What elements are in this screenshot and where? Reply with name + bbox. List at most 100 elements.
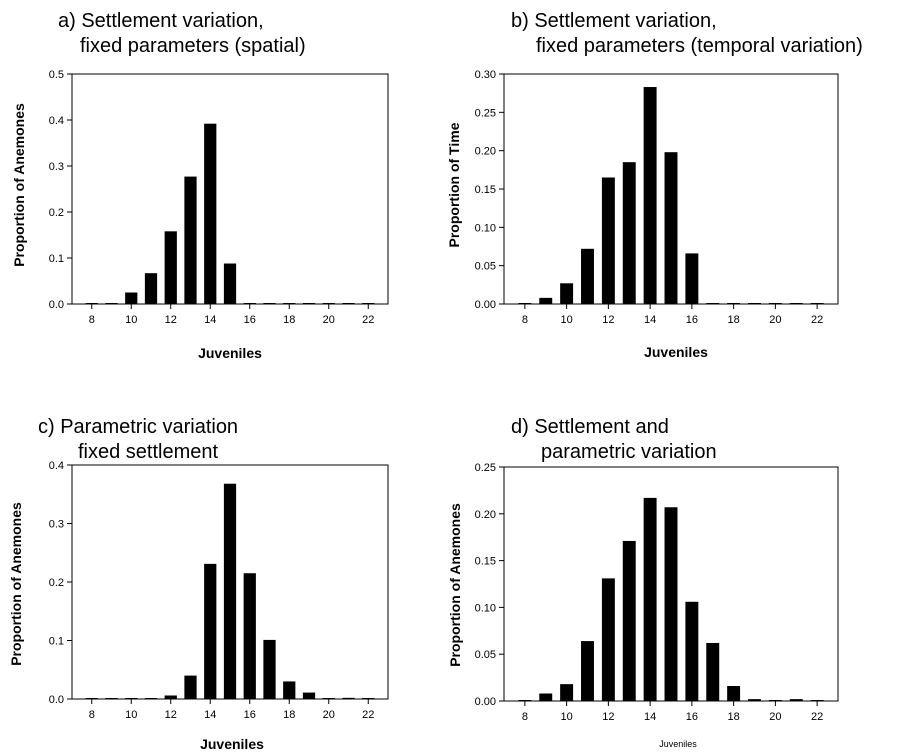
panel-d-x-tick-label: 10 xyxy=(561,711,573,723)
panel-d-bar xyxy=(706,643,719,701)
panel-a-y-axis-label: Proportion of Anemones xyxy=(11,103,27,267)
panel-b-bar xyxy=(665,152,678,304)
panel-c-title-line2: fixed settlement xyxy=(78,441,219,463)
panel-b-y-axis-label: Proportion of Time xyxy=(446,122,462,247)
panel-b-bar xyxy=(623,162,636,304)
panel-b-bar xyxy=(602,178,615,305)
panel-c-bar xyxy=(165,695,177,699)
panel-a-y-tick-label: 0.0 xyxy=(49,299,64,311)
panel-b-bar xyxy=(769,303,782,304)
panel-a-bar xyxy=(263,303,275,304)
panel-d-x-tick-label: 22 xyxy=(811,711,823,723)
panel-c-bar xyxy=(105,698,117,699)
panel-b-title-line1: b) Settlement variation, xyxy=(511,10,717,32)
panel-d-bar xyxy=(665,507,678,701)
panel-b-bar xyxy=(539,298,552,304)
panel-c-y-tick-label: 0.3 xyxy=(49,519,64,531)
panel-a-y-tick-label: 0.2 xyxy=(49,207,64,219)
panel-d-x-tick-label: 12 xyxy=(602,711,614,723)
panel-a-bar xyxy=(244,303,256,304)
panel-b-x-tick-label: 20 xyxy=(769,314,781,326)
panel-a-x-tick-label: 12 xyxy=(165,314,177,326)
panel-d-y-axis-label: Proportion of Anemones xyxy=(447,503,463,667)
panel-b-x-tick-label: 16 xyxy=(686,314,698,326)
panel-a-x-tick-label: 16 xyxy=(244,314,256,326)
panel-a-bar xyxy=(342,303,354,304)
panel-a-bar xyxy=(165,231,177,304)
panel-d-title-line2: parametric variation xyxy=(541,441,717,463)
panel-b-title-line2: fixed parameters (temporal variation) xyxy=(536,35,863,57)
panel-b-plot: 0.00 0.05 0.10 0.15 0.20 0.25 0.30 8 10 12 14 16 18 2… xyxy=(475,69,838,326)
panel-d: d) Settlement and parametric variation P… xyxy=(447,416,838,749)
panel-d-x-tick-label: 14 xyxy=(644,711,656,723)
panel-c-bar xyxy=(323,698,335,699)
panel-c-plot: 0.0 0.1 0.2 0.3 0.4 8 10 12 14 16 18 20 22 xyxy=(49,460,388,721)
panel-c-x-tick-label: 22 xyxy=(362,709,374,721)
panel-c-bar xyxy=(362,698,374,699)
panel-a-x-axis-label: Juveniles xyxy=(198,345,262,361)
panel-a-y-tick-label: 0.1 xyxy=(49,253,64,265)
panel-b-bar xyxy=(790,303,803,304)
panel-b-x-tick-label: 18 xyxy=(728,314,740,326)
panel-b-y-tick-label: 0.00 xyxy=(475,299,496,311)
panel-b-bar xyxy=(518,303,531,304)
panel-a-bar xyxy=(204,124,216,304)
panel-d-y-tick-label: 0.25 xyxy=(475,462,496,474)
panel-d-y-tick-label: 0.00 xyxy=(475,696,496,708)
panel-a-plot: 0.0 0.1 0.2 0.3 0.4 0.5 8 10 12 14 16 18 20 22 xyxy=(49,69,388,326)
panel-d-x-axis-label: Juveniles xyxy=(659,739,697,749)
panel-d-y-tick-label: 0.15 xyxy=(475,556,496,568)
panel-b-y-tick-label: 0.20 xyxy=(475,146,496,158)
panel-a-x-tick-label: 18 xyxy=(283,314,295,326)
panel-a-x-tick-label: 14 xyxy=(204,314,216,326)
panel-a-bar xyxy=(86,303,98,304)
panel-b-y-tick-label: 0.10 xyxy=(475,222,496,234)
panel-a-x-tick-label: 8 xyxy=(89,314,95,326)
panel-b-y-tick-label: 0.25 xyxy=(475,107,496,119)
panel-c-bar xyxy=(303,693,315,699)
panel-c-x-tick-label: 8 xyxy=(89,709,95,721)
panel-a-bar xyxy=(362,303,374,304)
panel-c-bar xyxy=(184,676,196,699)
panel-a-bar xyxy=(303,303,315,304)
panel-d-bar xyxy=(685,602,698,701)
panel-a-x-tick-label: 10 xyxy=(125,314,137,326)
panel-c-x-tick-label: 18 xyxy=(283,709,295,721)
panel-c-y-tick-label: 0.4 xyxy=(49,460,64,472)
panel-a-bar xyxy=(145,273,157,304)
panel-d-x-tick-label: 16 xyxy=(686,711,698,723)
panel-b-bar xyxy=(706,303,719,304)
panel-a: a) Settlement variation, fixed parameter… xyxy=(11,10,388,361)
panel-a-bar xyxy=(224,264,236,304)
panel-b: b) Settlement variation, fixed parameter… xyxy=(446,10,863,360)
panel-d-bar xyxy=(539,694,552,701)
panel-b-x-tick-label: 8 xyxy=(522,314,528,326)
panel-c-y-axis-label: Proportion of Anemones xyxy=(8,502,24,666)
panel-a-bar xyxy=(184,177,196,304)
panel-c-x-axis-label: Juveniles xyxy=(200,736,264,752)
panel-c-bar xyxy=(342,698,354,699)
panel-b-x-tick-label: 14 xyxy=(644,314,656,326)
panel-b-x-axis-label: Juveniles xyxy=(644,344,708,360)
panel-a-title-line2: fixed parameters (spatial) xyxy=(80,35,306,57)
panel-a-y-tick-label: 0.5 xyxy=(49,69,64,81)
panel-b-bar xyxy=(581,249,594,304)
panel-a-y-tick-label: 0.3 xyxy=(49,161,64,173)
panel-b-bar xyxy=(748,303,761,304)
panel-c-x-tick-label: 10 xyxy=(125,709,137,721)
panel-d-bar xyxy=(811,700,824,701)
panel-d-bar xyxy=(769,700,782,701)
panel-c-title-line1: c) Parametric variation xyxy=(38,416,238,438)
panel-a-bar xyxy=(283,303,295,304)
panel-a-title-line1: a) Settlement variation, xyxy=(58,10,264,32)
panel-d-y-tick-label: 0.20 xyxy=(475,509,496,521)
panel-b-bar xyxy=(644,87,657,304)
panel-c-bar xyxy=(204,564,216,699)
panel-d-bar xyxy=(560,684,573,701)
panel-c-x-tick-label: 20 xyxy=(323,709,335,721)
panel-b-y-tick-label: 0.05 xyxy=(475,261,496,273)
panel-d-x-tick-label: 8 xyxy=(522,711,528,723)
panel-c-y-tick-label: 0.2 xyxy=(49,577,64,589)
panel-c-bar xyxy=(224,484,236,699)
